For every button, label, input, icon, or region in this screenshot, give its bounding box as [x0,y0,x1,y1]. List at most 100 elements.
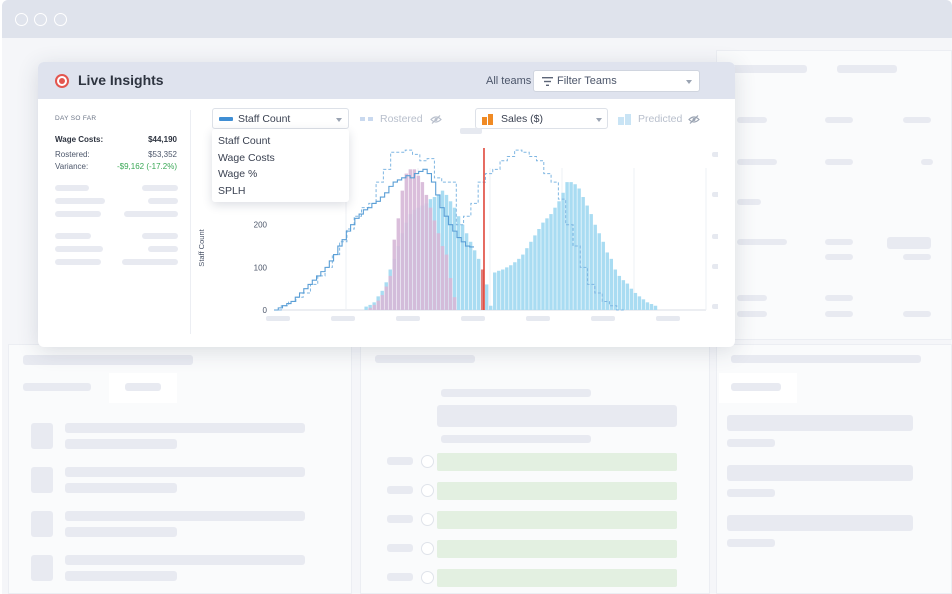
sales-bar [484,284,489,310]
chevron-down-icon [336,118,342,122]
right-axis-placeholder [712,234,718,239]
placeholder-bar [142,185,178,191]
staff-count-chart: Staff Count 0 100 200 [197,128,718,321]
right-axis-placeholder [712,192,718,197]
browser-title-bar [2,0,952,38]
filter-teams-placeholder: Filter Teams [557,75,617,87]
eye-off-icon[interactable] [430,115,442,124]
sales-bar [517,258,521,310]
placeholder-bar [55,185,89,191]
window-close-dot[interactable] [15,13,28,26]
wage-bar [392,239,396,310]
filter-teams-select[interactable]: Filter Teams [533,70,700,92]
wage-bar [404,173,409,310]
sales-bar [569,182,573,310]
wage-costs-label: Wage Costs: [55,135,104,144]
x-tick-placeholder [396,316,420,321]
record-icon [55,74,69,88]
wage-bar [452,297,457,310]
sales-bar [509,265,513,310]
wage-bar [444,254,449,310]
sales-bar [553,207,557,310]
sales-bar [493,272,497,310]
sales-select-value: Sales ($) [501,113,544,125]
sales-swatch [482,117,487,125]
metric-dropdown-menu: Staff Count Wage Costs Wage % SPLH [212,129,349,202]
sales-bar [525,248,529,310]
sales-bar [537,229,541,310]
x-tick-placeholder [656,316,680,321]
sales-bar [633,292,638,310]
sales-bar [549,214,553,310]
sales-bar [625,283,630,310]
summary-period-label: DAY SO FAR [55,115,97,122]
sales-bar [561,192,565,310]
wage-bar [388,275,392,310]
window-maximize-dot[interactable] [54,13,67,26]
sales-bar [637,296,642,310]
metric-option-staff-count[interactable]: Staff Count [218,135,271,147]
placeholder-bar [55,246,103,252]
wage-bar [376,300,380,310]
placeholder-bar [124,211,178,217]
sales-bar [577,188,581,310]
rostered-label: Rostered: [55,150,90,159]
metric-option-splh[interactable]: SPLH [218,185,246,197]
sales-bar [489,305,493,310]
wage-bar [440,246,445,310]
predicted-swatch [618,117,624,125]
wage-costs-value: $44,190 [148,135,177,144]
metric-select[interactable]: Staff Count [212,108,349,129]
sales-bar [480,269,485,310]
rostered-label: Rostered [380,113,423,125]
sales-bar [545,218,549,310]
window-minimize-dot[interactable] [34,13,47,26]
predicted-toggle[interactable]: Predicted [618,109,718,129]
card-header: Live Insights All teams Filter Teams [38,62,735,99]
sales-bar [364,306,368,310]
wage-bar [396,218,400,310]
sales-bar [541,222,545,310]
predicted-swatch [625,114,631,125]
wage-bar [408,169,413,310]
eye-off-icon[interactable] [688,115,700,124]
background-detail-panel [716,344,952,594]
sales-bar [497,270,501,310]
wage-bar [420,182,425,310]
wage-bar [372,304,376,310]
rostered-toggle[interactable]: Rostered [360,109,452,129]
sales-bar [452,207,457,310]
metric-select-value: Staff Count [238,113,291,125]
metric-option-wage-costs[interactable]: Wage Costs [218,152,275,164]
right-axis-placeholder [712,264,718,269]
background-table-panel [716,50,952,340]
wage-bar [368,307,372,310]
placeholder-bar [142,233,178,239]
summary-divider [190,110,191,334]
wage-bar [384,286,388,310]
sales-bar [505,267,509,310]
predicted-label: Predicted [638,113,683,125]
sales-bar [621,280,626,310]
sales-bar [533,235,537,310]
sales-select[interactable]: Sales ($) [475,108,608,129]
staff-count-line [274,168,474,311]
wage-bar [432,220,437,310]
wage-bar [436,233,441,310]
wage-bar [400,190,405,310]
wage-bar [428,207,433,310]
x-tick-placeholder [591,316,615,321]
wage-bar [412,169,417,310]
x-tick-placeholder [461,316,485,321]
y-tick-label: 100 [254,263,268,272]
top-label-placeholder [460,128,482,134]
wage-bar [424,194,429,310]
sales-bar [653,305,658,310]
metric-option-wage-percent[interactable]: Wage % [218,168,258,180]
staff-count-swatch [219,117,233,121]
background-list-panel [8,344,352,594]
sales-bar [565,182,569,310]
card-title: Live Insights [78,72,164,88]
wage-bar [416,175,421,310]
x-tick-placeholder [331,316,355,321]
